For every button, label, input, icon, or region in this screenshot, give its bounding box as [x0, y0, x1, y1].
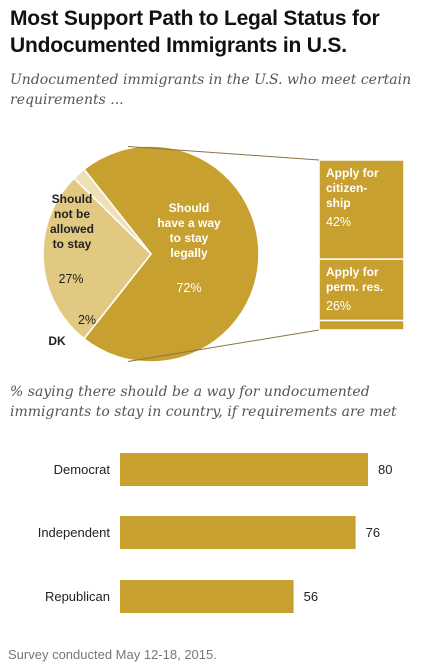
pie-slice-legal-stay-slice	[82, 145, 260, 363]
pie-label-not-allowed: to stay	[53, 237, 92, 251]
pie-value-dk: 2%	[78, 313, 96, 327]
pie-label-legal-stay: legally	[170, 246, 208, 260]
chart-subtitle: Undocumented immigrants in the U.S. who …	[10, 72, 412, 108]
pie-label-not-allowed: allowed	[50, 222, 94, 236]
breakdown-segment-permanent-residence	[318, 258, 405, 322]
pie-slice-dk-slice	[72, 168, 152, 255]
bar-label-democrat: Democrat	[54, 462, 111, 477]
pie-slice-not-allowed-slice	[42, 177, 153, 340]
breakdown-label-permanent-residence: perm. res.	[326, 280, 383, 294]
bar-chart-subtitle: % saying there should be a way for undoc…	[10, 384, 397, 420]
bar-label-republican: Republican	[45, 589, 110, 604]
bar-value-independent: 76	[366, 525, 380, 540]
pie-label-dk: DK	[48, 334, 66, 348]
survey-note: Survey conducted May 12-18, 2015.	[8, 647, 217, 662]
breakdown-segment-citizenship	[318, 159, 405, 260]
breakdown-label-citizenship: ship	[326, 196, 351, 210]
pie-label-legal-stay: to stay	[170, 231, 209, 245]
breakdown-label-citizenship: citizen-	[326, 181, 367, 195]
bar-republican	[120, 580, 294, 613]
bar-chart: Democrat 80 Independent 76 Republican 56	[38, 453, 392, 613]
bar-democrat	[120, 453, 368, 486]
pie-label-legal-stay: Should	[169, 201, 210, 215]
connector-line-top	[127, 146, 320, 161]
pie-value-not-allowed: 27%	[58, 272, 83, 286]
breakdown-label-citizenship: Apply for	[326, 166, 379, 180]
chart-title: Most Support Path to Legal Status for Un…	[10, 7, 380, 57]
breakdown-segment-other	[318, 319, 405, 331]
bar-label-independent: Independent	[38, 525, 111, 540]
breakdown-value-citizenship: 42%	[326, 215, 351, 229]
breakdown-label-permanent-residence: Apply for	[326, 265, 379, 279]
connector-line-bottom	[127, 329, 320, 362]
bar-independent	[120, 516, 356, 549]
bar-value-democrat: 80	[378, 462, 392, 477]
breakdown-value-permanent-residence: 26%	[326, 299, 351, 313]
pie-label-not-allowed: not be	[54, 207, 90, 221]
bar-value-republican: 56	[304, 589, 318, 604]
pie-label-legal-stay: have a way	[157, 216, 221, 230]
pie-label-not-allowed: Should	[52, 192, 93, 206]
pie-value-legal-stay: 72%	[176, 281, 201, 295]
